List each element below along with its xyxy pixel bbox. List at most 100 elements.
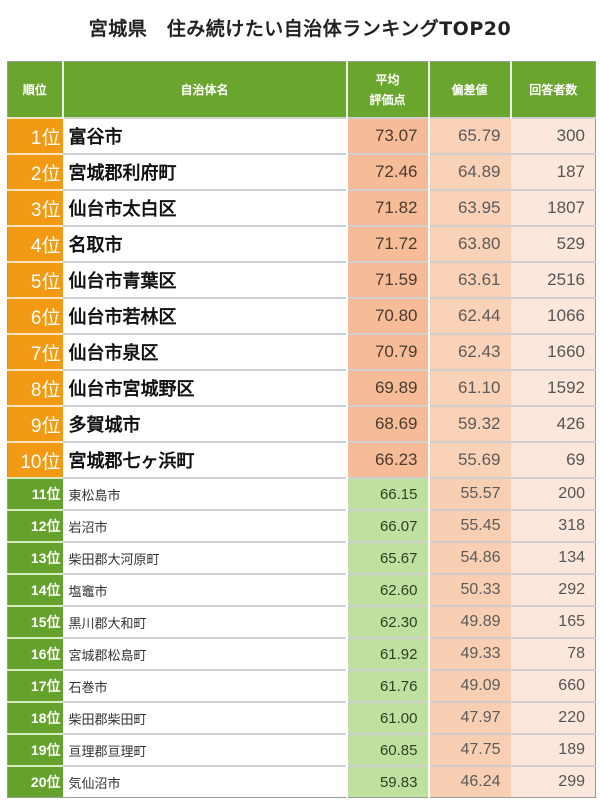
municipality-name-cell: 富谷市 (62, 117, 347, 154)
municipality-name-cell: 黒川郡大和町 (62, 605, 347, 638)
deviation-cell: 63.95 (428, 189, 511, 226)
average-score-cell: 62.30 (345, 605, 430, 638)
header-deviation: 偏差値 (427, 61, 511, 118)
table-row: 14位 塩竈市 62.60 50.33 292 (7, 573, 596, 606)
table-row: 7位 仙台市泉区 70.79 62.43 1660 (7, 333, 596, 370)
respondents-cell: 165 (510, 605, 596, 638)
municipality-name-cell: 石巻市 (62, 669, 347, 702)
average-score-cell: 66.07 (345, 509, 430, 542)
table-row: 20位 気仙沼市 59.83 46.24 299 (7, 765, 596, 798)
respondents-cell: 660 (510, 669, 596, 702)
respondents-cell: 69 (510, 441, 596, 478)
table-row: 4位 名取市 71.72 63.80 529 (7, 225, 596, 262)
table-row: 15位 黒川郡大和町 62.30 49.89 165 (7, 605, 596, 638)
rank-cell: 19位 (7, 733, 63, 766)
municipality-name-cell: 柴田郡柴田町 (62, 701, 347, 734)
respondents-cell: 318 (510, 509, 596, 542)
respondents-cell: 300 (510, 117, 596, 154)
rank-cell: 1位 (7, 117, 63, 154)
average-score-cell: 66.23 (345, 441, 430, 478)
header-name: 自治体名 (61, 61, 347, 118)
header-row: 順位 自治体名 平均 評価点 偏差値 回答者数 (7, 61, 596, 118)
respondents-cell: 1660 (510, 333, 596, 370)
average-score-cell: 71.82 (345, 189, 430, 226)
average-score-cell: 69.89 (345, 369, 430, 406)
respondents-cell: 220 (510, 701, 596, 734)
rank-cell: 3位 (7, 189, 63, 226)
average-score-cell: 59.83 (345, 765, 430, 798)
deviation-cell: 54.86 (428, 541, 511, 574)
deviation-cell: 47.75 (428, 733, 511, 766)
rank-cell: 15位 (7, 605, 63, 638)
average-score-cell: 68.69 (345, 405, 430, 442)
average-score-cell: 62.60 (345, 573, 430, 606)
municipality-name-cell: 東松島市 (62, 477, 347, 510)
deviation-cell: 49.33 (428, 637, 511, 670)
rank-cell: 4位 (7, 225, 63, 262)
table-row: 11位 東松島市 66.15 55.57 200 (7, 477, 596, 510)
average-score-cell: 71.59 (345, 261, 430, 298)
deviation-cell: 47.97 (428, 701, 511, 734)
table-row: 2位 宮城郡利府町 72.46 64.89 187 (7, 153, 596, 190)
average-score-cell: 72.46 (345, 153, 430, 190)
rank-cell: 2位 (7, 153, 63, 190)
deviation-cell: 49.89 (428, 605, 511, 638)
respondents-cell: 1066 (510, 297, 596, 334)
table-row: 1位 富谷市 73.07 65.79 300 (7, 117, 596, 154)
header-respondents: 回答者数 (509, 61, 596, 118)
table-row: 16位 宮城郡松島町 61.92 49.33 78 (7, 637, 596, 670)
average-score-cell: 70.79 (345, 333, 430, 370)
deviation-cell: 55.45 (428, 509, 511, 542)
deviation-cell: 64.89 (428, 153, 511, 190)
average-score-cell: 61.92 (345, 637, 430, 670)
rank-cell: 10位 (7, 441, 63, 478)
deviation-cell: 50.33 (428, 573, 511, 606)
respondents-cell: 134 (510, 541, 596, 574)
deviation-cell: 55.57 (428, 477, 511, 510)
municipality-name-cell: 仙台市若林区 (62, 297, 347, 334)
rank-cell: 16位 (7, 637, 63, 670)
rank-cell: 9位 (7, 405, 63, 442)
deviation-cell: 49.09 (428, 669, 511, 702)
rank-cell: 17位 (7, 669, 63, 702)
table-row: 9位 多賀城市 68.69 59.32 426 (7, 405, 596, 442)
header-avg-line2: 評価点 (369, 92, 406, 107)
average-score-cell: 61.76 (345, 669, 430, 702)
municipality-name-cell: 岩沼市 (62, 509, 347, 542)
respondents-cell: 292 (510, 573, 596, 606)
respondents-cell: 1807 (510, 189, 596, 226)
table-row: 18位 柴田郡柴田町 61.00 47.97 220 (7, 701, 596, 734)
municipality-name-cell: 仙台市宮城野区 (62, 369, 347, 406)
deviation-cell: 63.80 (428, 225, 511, 262)
rank-cell: 6位 (7, 297, 63, 334)
header-avg: 平均 評価点 (345, 61, 429, 118)
deviation-cell: 65.79 (428, 117, 511, 154)
municipality-name-cell: 仙台市泉区 (62, 333, 347, 370)
average-score-cell: 73.07 (345, 117, 430, 154)
deviation-cell: 62.44 (428, 297, 511, 334)
deviation-cell: 61.10 (428, 369, 511, 406)
municipality-name-cell: 宮城郡七ヶ浜町 (62, 441, 347, 478)
municipality-name-cell: 亘理郡亘理町 (62, 733, 347, 766)
municipality-name-cell: 多賀城市 (62, 405, 347, 442)
chart-title: 宮城県 住み続けたい自治体ランキングTOP20 (88, 18, 512, 40)
municipality-name-cell: 気仙沼市 (62, 765, 347, 798)
rank-cell: 7位 (7, 333, 63, 370)
average-score-cell: 70.80 (345, 297, 430, 334)
table-row: 10位 宮城郡七ヶ浜町 66.23 55.69 69 (7, 441, 596, 478)
respondents-cell: 2516 (510, 261, 596, 298)
deviation-cell: 62.43 (428, 333, 511, 370)
table-row: 19位 亘理郡亘理町 60.85 47.75 189 (7, 733, 596, 766)
average-score-cell: 71.72 (345, 225, 430, 262)
respondents-cell: 426 (510, 405, 596, 442)
deviation-cell: 59.32 (428, 405, 511, 442)
rank-cell: 18位 (7, 701, 63, 734)
respondents-cell: 200 (510, 477, 596, 510)
rank-cell: 11位 (7, 477, 63, 510)
municipality-name-cell: 名取市 (62, 225, 347, 262)
deviation-cell: 46.24 (428, 765, 511, 798)
respondents-cell: 189 (510, 733, 596, 766)
table-row: 5位 仙台市青葉区 71.59 63.61 2516 (7, 261, 596, 298)
respondents-cell: 529 (510, 225, 596, 262)
respondents-cell: 187 (510, 153, 596, 190)
